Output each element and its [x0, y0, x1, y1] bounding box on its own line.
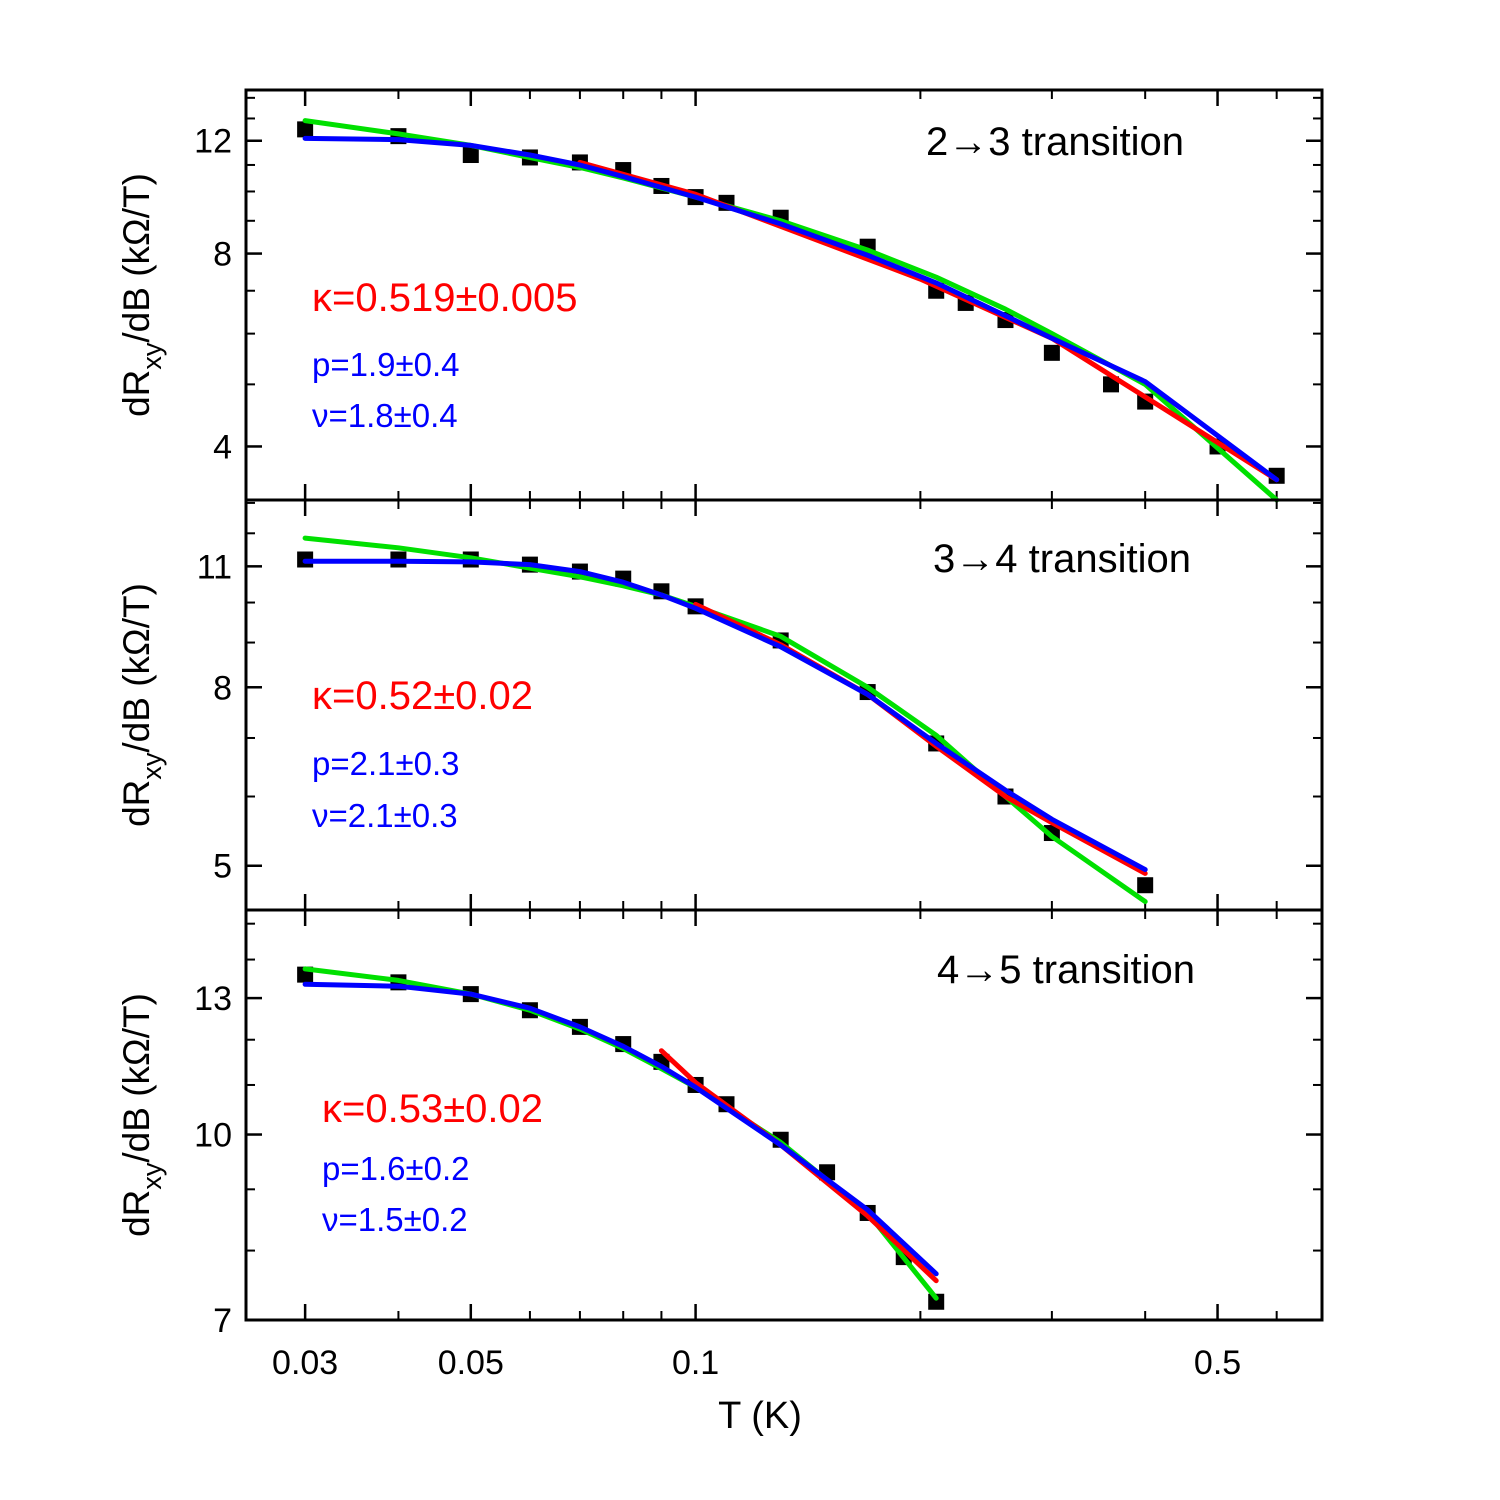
y-axis-title-unit: /dB (kΩ/T): [116, 993, 157, 1163]
y-axis-title-unit: /dB (kΩ/T): [116, 583, 157, 753]
blue-fit-line: [302, 135, 1280, 483]
data-point: [462, 147, 479, 164]
x-tick-label: 0.05: [438, 1344, 504, 1382]
y-tick-label: 10: [194, 1117, 232, 1155]
nu-label: ν=2.1±0.3: [312, 797, 458, 834]
p-label: p=2.1±0.3: [312, 745, 460, 782]
kappa-label: κ=0.519±0.005: [312, 276, 578, 320]
nu-label: ν=1.5±0.2: [322, 1201, 468, 1238]
y-tick-label: 4: [213, 428, 232, 466]
blue-fit-line: [302, 558, 1148, 873]
y-ticks: 4 8 12: [194, 96, 1322, 466]
x-ticks: [303, 910, 1278, 1320]
y-ticks: 7 10 13: [194, 922, 1322, 1340]
data-point: [1137, 877, 1154, 894]
y-axis-title-main: dR: [116, 780, 157, 827]
x-axis-title: T (K): [718, 1395, 802, 1437]
green-fit-line: [302, 966, 939, 1301]
y-axis-title-unit: /dB (kΩ/T): [116, 173, 157, 343]
data-point: [928, 1293, 945, 1310]
y-axis-title: dRxy/dB (kΩ/T): [116, 173, 167, 417]
panel-1: 4 8 12 2→3 transition κ=0.519±0.005 p=1.9±0.4…: [116, 88, 1324, 503]
y-tick-label: 8: [213, 669, 232, 707]
x-tick-label: 0.03: [272, 1344, 338, 1382]
p-label: p=1.6±0.2: [322, 1150, 470, 1187]
y-axis-title-main: dR: [116, 370, 157, 417]
x-tick-label: 0.1: [672, 1344, 719, 1382]
data-points: [297, 551, 1154, 894]
blue-fit-line: [302, 981, 939, 1277]
y-axis-title-subscript: xy: [137, 342, 167, 370]
transition-label: 4→5 transition: [937, 948, 1195, 992]
p-label: p=1.9±0.4: [312, 346, 460, 383]
y-tick-label: 13: [194, 980, 232, 1018]
panel-frame: [244, 908, 1324, 1322]
transition-label: 2→3 transition: [926, 120, 1184, 164]
green-fit-line: [302, 535, 1148, 905]
panel-3: 7 10 13 4→5 transition κ=0.53±0.02 p=1.6±0.2 ν…: [116, 908, 1324, 1340]
kappa-label: κ=0.53±0.02: [322, 1087, 543, 1131]
panels: 4 8 12 2→3 transition κ=0.519±0.005 p=1.9±0.4…: [116, 88, 1324, 1340]
y-ticks: 5 8 11: [197, 501, 1322, 886]
transition-label: 3→4 transition: [933, 537, 1191, 581]
y-tick-label: 7: [213, 1302, 232, 1340]
y-tick-label: 11: [197, 548, 232, 586]
y-axis-title: dRxy/dB (kΩ/T): [116, 993, 167, 1237]
y-axis-title: dRxy/dB (kΩ/T): [116, 583, 167, 827]
data-points: [297, 966, 945, 1310]
data-point: [1043, 344, 1060, 361]
red-fit-line: [577, 159, 1280, 483]
y-axis-title-subscript: xy: [137, 752, 167, 780]
y-axis-title-main: dR: [116, 1190, 157, 1237]
y-tick-label: 8: [213, 236, 232, 274]
panel-2: 5 8 11 3→4 transition κ=0.52±0.02 p=2.1±0.3 ν=…: [116, 498, 1324, 912]
nu-label: ν=1.8±0.4: [312, 397, 458, 434]
y-tick-label: 12: [194, 123, 232, 161]
x-tick-label: 0.5: [1194, 1344, 1241, 1382]
data-point: [297, 121, 314, 138]
x-axis: T (K) 0.03 0.05 0.1 0.5: [272, 1344, 1241, 1437]
kappa-label: κ=0.52±0.02: [312, 674, 533, 718]
y-tick-label: 5: [213, 848, 232, 886]
y-axis-title-subscript: xy: [137, 1162, 167, 1190]
